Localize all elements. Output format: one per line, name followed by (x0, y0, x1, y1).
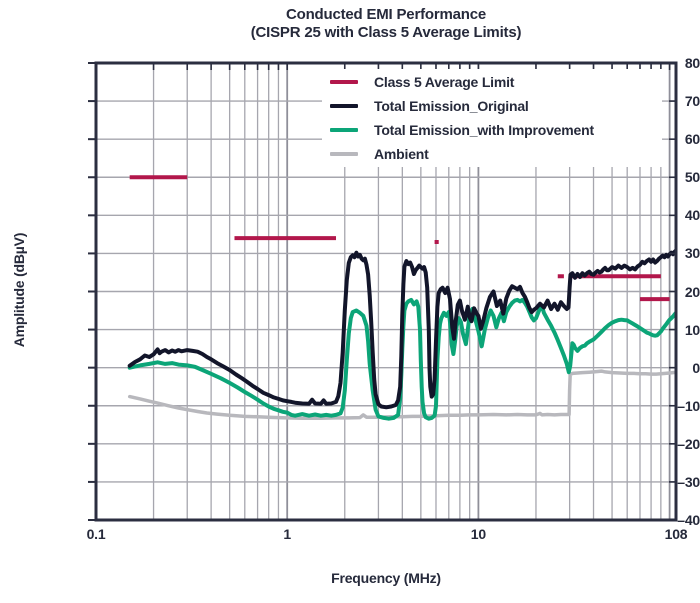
y-tick-label: 40 (684, 207, 700, 224)
y-tick-label: 10 (684, 321, 700, 338)
x-tick-label: 108 (664, 526, 688, 542)
y-tick-label: 80 (684, 55, 700, 71)
x-tick-label: 1 (283, 526, 291, 542)
y-tick-label: 60 (684, 131, 700, 148)
improved-emission-curve (127, 297, 676, 421)
x-axis-title: Frequency (MHz) (331, 570, 441, 586)
y-tick-label: 30 (684, 245, 700, 262)
y-tick-label: 50 (684, 169, 700, 186)
legend-item-ambient: Ambient (322, 144, 662, 165)
legend-label: Ambient (374, 146, 429, 163)
y-tick-label: 20 (684, 283, 700, 300)
x-tick-label: 10 (470, 526, 486, 542)
legend-label: Total Emission_with Improvement (374, 122, 594, 139)
y-axis-title: Amplitude (dBµV) (11, 232, 27, 348)
legend-label: Class 5 Average Limit (374, 73, 515, 90)
legend-item-class5-limit: Class 5 Average Limit (322, 71, 662, 92)
ambient-curve (127, 369, 676, 421)
y-tick-label: –10 (677, 397, 700, 414)
chart-title: Conducted EMI Performance (285, 6, 487, 23)
improved-emission-swatch (330, 128, 358, 133)
y-tick-label: 0 (692, 359, 700, 376)
original-emission-curve (127, 248, 676, 410)
x-tick-label: 0.1 (86, 526, 106, 542)
chart-legend: Class 5 Average Limit Total Emission_Ori… (322, 69, 662, 167)
y-tick-label: –20 (677, 435, 700, 452)
legend-label: Total Emission_Original (374, 97, 529, 114)
legend-item-improved: Total Emission_with Improvement (322, 120, 662, 141)
original-emission-swatch (330, 103, 358, 108)
y-tick-label: 70 (684, 93, 700, 110)
y-tick-label: –30 (677, 473, 700, 490)
legend-item-original: Total Emission_Original (322, 95, 662, 116)
chart-subtitle: (CISPR 25 with Class 5 Average Limits) (250, 24, 522, 41)
y-tick-label: –40 (677, 512, 700, 528)
ambient-swatch (330, 152, 358, 157)
class5-limit-swatch (330, 79, 358, 84)
